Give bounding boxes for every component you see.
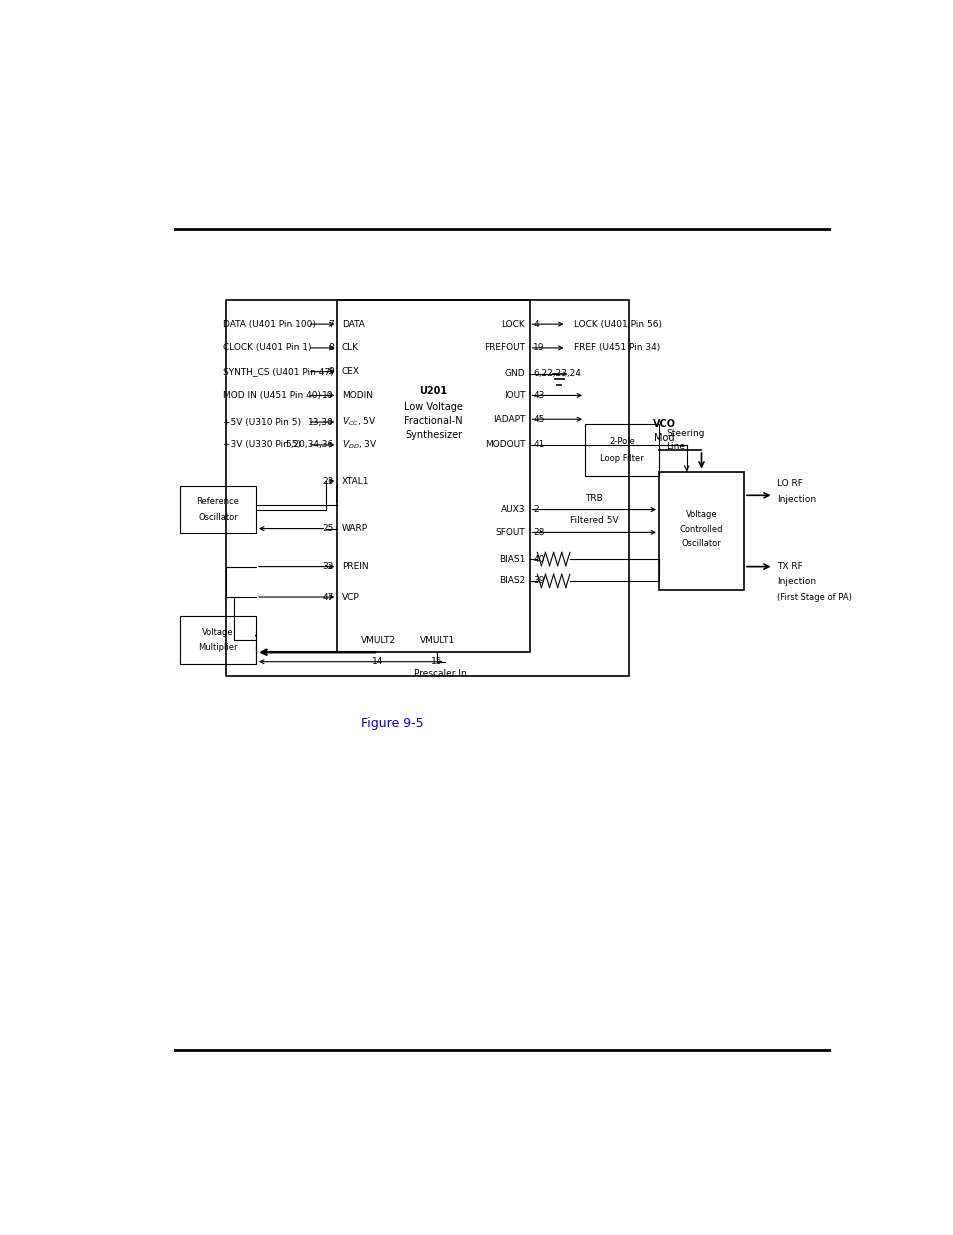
Text: +3V (U330 Pin 5): +3V (U330 Pin 5) bbox=[222, 441, 300, 450]
Bar bbox=[584, 424, 659, 477]
Text: 40: 40 bbox=[533, 555, 544, 563]
Text: $V_{DD}$, 3V: $V_{DD}$, 3V bbox=[341, 438, 376, 451]
Text: +5V (U310 Pin 5): +5V (U310 Pin 5) bbox=[222, 417, 300, 426]
Text: TX RF: TX RF bbox=[777, 562, 802, 571]
Text: Injection: Injection bbox=[777, 494, 816, 504]
Text: Reference: Reference bbox=[196, 498, 239, 506]
Text: 43: 43 bbox=[533, 391, 544, 400]
Text: 15: 15 bbox=[431, 657, 442, 666]
Text: SYNTH_CS (U401 Pin 47): SYNTH_CS (U401 Pin 47) bbox=[222, 367, 333, 377]
Text: MODIN: MODIN bbox=[341, 391, 373, 400]
Text: 2: 2 bbox=[533, 505, 538, 514]
Text: 32: 32 bbox=[322, 562, 334, 571]
Bar bbox=[659, 472, 743, 590]
Text: FREF (U451 Pin 34): FREF (U451 Pin 34) bbox=[574, 343, 659, 352]
Text: $V_{CC}$, 5V: $V_{CC}$, 5V bbox=[341, 416, 376, 429]
Text: Voltage: Voltage bbox=[202, 627, 233, 637]
Text: 28: 28 bbox=[533, 527, 544, 537]
Text: IOUT: IOUT bbox=[503, 391, 524, 400]
Text: 47: 47 bbox=[322, 593, 334, 601]
Text: SFOUT: SFOUT bbox=[495, 527, 524, 537]
Text: Multiplier: Multiplier bbox=[198, 643, 237, 652]
Text: CLOCK (U401 Pin 1): CLOCK (U401 Pin 1) bbox=[222, 343, 311, 352]
Text: Steering: Steering bbox=[665, 429, 704, 437]
Text: U201: U201 bbox=[419, 385, 447, 395]
Text: VCP: VCP bbox=[341, 593, 359, 601]
Text: MODOUT: MODOUT bbox=[484, 441, 524, 450]
Bar bbox=[180, 616, 255, 663]
Text: Fractional-N: Fractional-N bbox=[404, 416, 462, 426]
Text: Controlled: Controlled bbox=[679, 525, 722, 534]
Text: LO RF: LO RF bbox=[777, 479, 802, 488]
Text: 7: 7 bbox=[328, 320, 334, 329]
Text: IADAPT: IADAPT bbox=[493, 415, 524, 424]
Text: 8: 8 bbox=[328, 343, 334, 352]
Text: 41: 41 bbox=[533, 441, 544, 450]
Text: 25: 25 bbox=[322, 524, 334, 534]
Text: Oscillator: Oscillator bbox=[198, 513, 237, 521]
Text: VCO: VCO bbox=[653, 419, 676, 429]
Text: CEX: CEX bbox=[341, 367, 359, 377]
Text: Injection: Injection bbox=[777, 577, 816, 587]
Text: GND: GND bbox=[504, 369, 524, 378]
Text: 5,20,34,36: 5,20,34,36 bbox=[285, 441, 334, 450]
Text: BIAS2: BIAS2 bbox=[498, 577, 524, 585]
Text: DATA: DATA bbox=[341, 320, 364, 329]
Text: (First Stage of PA): (First Stage of PA) bbox=[777, 593, 851, 601]
Text: LOCK (U401 Pin 56): LOCK (U401 Pin 56) bbox=[574, 320, 661, 329]
Text: Figure 9-5: Figure 9-5 bbox=[361, 718, 424, 730]
Text: 13,30: 13,30 bbox=[308, 417, 334, 426]
Text: VMULT1: VMULT1 bbox=[419, 636, 455, 646]
Text: CLK: CLK bbox=[341, 343, 358, 352]
Text: MOD IN (U451 Pin 40): MOD IN (U451 Pin 40) bbox=[222, 391, 320, 400]
Text: LOCK: LOCK bbox=[501, 320, 524, 329]
Text: PREIN: PREIN bbox=[341, 562, 368, 571]
Text: WARP: WARP bbox=[341, 524, 368, 534]
Text: 45: 45 bbox=[533, 415, 544, 424]
Text: VMULT2: VMULT2 bbox=[360, 636, 395, 646]
Text: 9: 9 bbox=[328, 367, 334, 377]
Text: DATA (U401 Pin 100): DATA (U401 Pin 100) bbox=[222, 320, 315, 329]
Bar bbox=[337, 300, 529, 652]
Text: 10: 10 bbox=[322, 391, 334, 400]
Text: 23: 23 bbox=[322, 477, 334, 485]
Text: 39: 39 bbox=[533, 577, 544, 585]
Text: XTAL1: XTAL1 bbox=[341, 477, 369, 485]
Text: 2-Pole: 2-Pole bbox=[608, 437, 635, 446]
Text: Filtered 5V: Filtered 5V bbox=[569, 516, 618, 525]
Bar bbox=[180, 485, 255, 534]
Text: 19: 19 bbox=[533, 343, 544, 352]
Text: 6,22,23,24: 6,22,23,24 bbox=[533, 369, 580, 378]
Text: Line: Line bbox=[665, 442, 684, 451]
Text: Voltage: Voltage bbox=[685, 510, 717, 519]
Text: FREFOUT: FREFOUT bbox=[483, 343, 524, 352]
Bar bbox=[226, 300, 629, 676]
Text: 4: 4 bbox=[533, 320, 538, 329]
Text: Oscillator: Oscillator bbox=[680, 538, 720, 548]
Text: Loop Filter: Loop Filter bbox=[599, 454, 643, 463]
Text: Low Voltage: Low Voltage bbox=[404, 401, 462, 411]
Text: TRB: TRB bbox=[585, 494, 602, 503]
Text: 14: 14 bbox=[372, 657, 383, 666]
Text: Mod: Mod bbox=[654, 433, 674, 443]
Text: Synthesizer: Synthesizer bbox=[404, 430, 461, 441]
Text: AUX3: AUX3 bbox=[500, 505, 524, 514]
Text: Prescaler In: Prescaler In bbox=[414, 668, 467, 678]
Text: BIAS1: BIAS1 bbox=[498, 555, 524, 563]
